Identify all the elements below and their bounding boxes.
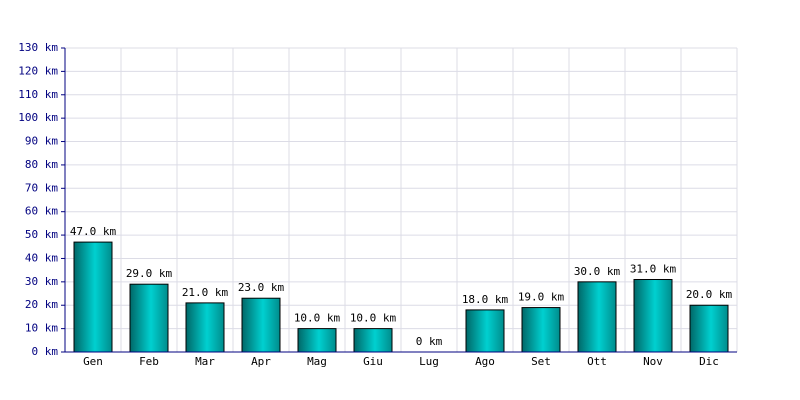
y-tick-label: 90 km bbox=[25, 135, 58, 148]
data-label: 31.0 km bbox=[630, 263, 677, 276]
bar bbox=[689, 304, 729, 353]
y-tick-label: 30 km bbox=[25, 275, 58, 288]
data-label: 23.0 km bbox=[238, 281, 285, 294]
y-tick-label: 50 km bbox=[25, 228, 58, 241]
x-tick-label: Giu bbox=[363, 355, 383, 368]
data-label: 10.0 km bbox=[294, 312, 341, 325]
data-label: 21.0 km bbox=[182, 286, 229, 299]
bar bbox=[297, 328, 337, 353]
data-label: 18.0 km bbox=[462, 293, 509, 306]
data-label: 0 km bbox=[416, 335, 443, 348]
x-tick-label: Ott bbox=[587, 355, 607, 368]
bar bbox=[185, 302, 225, 353]
bar bbox=[465, 309, 505, 353]
bar bbox=[129, 283, 169, 353]
y-tick-label: 80 km bbox=[25, 158, 58, 171]
x-tick-label: Set bbox=[531, 355, 551, 368]
x-tick-label: Mag bbox=[307, 355, 327, 368]
x-tick-label: Mar bbox=[195, 355, 215, 368]
y-tick-label: 20 km bbox=[25, 298, 58, 311]
y-tick-label: 120 km bbox=[18, 64, 58, 77]
y-tick-label: 70 km bbox=[25, 181, 58, 194]
y-tick-label: 0 km bbox=[32, 345, 59, 358]
data-label: 19.0 km bbox=[518, 291, 565, 304]
x-tick-label: Apr bbox=[251, 355, 271, 368]
bar bbox=[353, 328, 393, 353]
y-tick-label: 100 km bbox=[18, 111, 58, 124]
data-label: 29.0 km bbox=[126, 267, 173, 280]
bar bbox=[521, 307, 561, 353]
bar bbox=[241, 297, 281, 353]
y-tick-label: 10 km bbox=[25, 322, 58, 335]
x-tick-label: Dic bbox=[699, 355, 719, 368]
bar bbox=[577, 281, 617, 353]
y-tick-label: 40 km bbox=[25, 251, 58, 264]
y-tick-label: 60 km bbox=[25, 205, 58, 218]
bar bbox=[73, 241, 113, 353]
y-tick-label: 110 km bbox=[18, 88, 58, 101]
y-tick-label: 130 km bbox=[18, 41, 58, 54]
data-label: 47.0 km bbox=[70, 225, 117, 238]
x-tick-label: Nov bbox=[643, 355, 663, 368]
data-label: 10.0 km bbox=[350, 312, 397, 325]
x-tick-label: Gen bbox=[83, 355, 103, 368]
x-tick-label: Feb bbox=[139, 355, 159, 368]
data-label: 30.0 km bbox=[574, 265, 621, 278]
x-tick-label: Ago bbox=[475, 355, 495, 368]
bar bbox=[633, 279, 673, 353]
data-label: 20.0 km bbox=[686, 288, 733, 301]
x-tick-label: Lug bbox=[419, 355, 439, 368]
